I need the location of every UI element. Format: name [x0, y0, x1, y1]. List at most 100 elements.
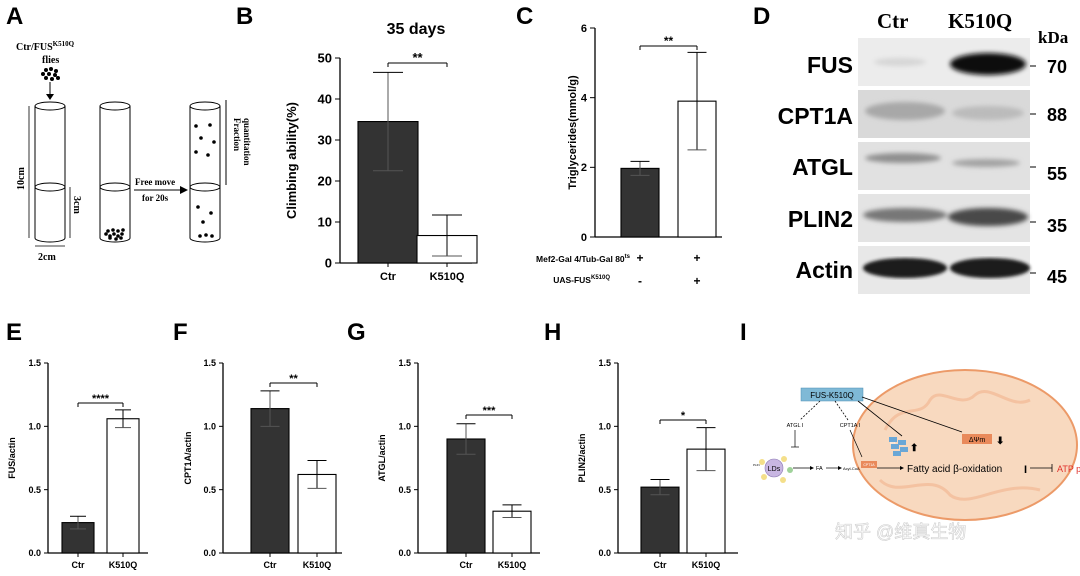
- y-tick-label: 0: [581, 232, 587, 244]
- tube-3: [189, 101, 221, 243]
- category-label: Ctr: [460, 560, 473, 570]
- y-tick-label: 1.5: [203, 358, 216, 368]
- y-tick-label: 0.0: [203, 548, 216, 558]
- significance-label: ****: [92, 393, 110, 405]
- genotype-row-1-label: Mef2-Gal 4/Tub-Gal 80ts: [536, 254, 631, 264]
- blot-kda-header: kDa: [1038, 28, 1069, 47]
- genotype-row-1-value: +: [636, 251, 643, 265]
- fraction-label-2: quantitation: [242, 118, 252, 166]
- tube-2: [99, 101, 131, 243]
- bar-k510q: [106, 418, 140, 554]
- fus-k510q-box: [800, 387, 864, 402]
- panel-letter-e: E: [6, 319, 22, 346]
- panel-a-schematic: Ctr/FUSK510Q flies 10cm 3cm 2cm: [16, 40, 252, 263]
- lipid-droplet-icon: [764, 458, 784, 478]
- ros-label: ROS: [890, 442, 896, 445]
- ros-up-icon: ⬆: [910, 443, 918, 454]
- atgl-label: ATGL I: [787, 423, 804, 429]
- blot-kda-cpt1a: 88: [1047, 105, 1067, 125]
- category-label: Ctr: [264, 560, 277, 570]
- bar-k510q: [492, 510, 532, 554]
- panel-letter-f: F: [173, 319, 188, 346]
- y-tick-label: 20: [318, 174, 332, 189]
- acylcoa-label: Acyl-CoA: [843, 466, 860, 471]
- tube-1: [34, 101, 66, 243]
- y-tick-label: 0: [325, 256, 332, 271]
- category-label: K510Q: [498, 560, 527, 570]
- significance-label: **: [289, 373, 298, 385]
- y-axis-label: Triglycerides(mmol/g): [567, 75, 579, 190]
- mitochondrion-shape: [852, 369, 1078, 521]
- panel-letter-i: I: [740, 319, 747, 346]
- band-actin-ctr: [863, 258, 947, 278]
- category-label: Ctr: [72, 560, 85, 570]
- blot-row-plin2: PLIN2: [788, 206, 853, 232]
- panel-letter-a: A: [6, 3, 23, 30]
- chart-c-triglycerides: 0 2 4 6 ** Triglycerides(mmol/g) Mef2-Gal 4/Tu…: [536, 23, 722, 288]
- y-tick-label: 4: [581, 93, 588, 105]
- band-cpt1a-ctr: [865, 102, 945, 120]
- category-label: K510Q: [109, 560, 138, 570]
- bar-ctr: [620, 167, 660, 238]
- y-tick-label: 1.0: [203, 421, 216, 431]
- panel-letter-g: G: [347, 319, 366, 346]
- bar-ctr: [446, 438, 486, 554]
- mark-label: 3cm: [71, 196, 82, 214]
- panel-letter-d: D: [753, 3, 770, 30]
- y-tick-label: 1.0: [598, 421, 611, 431]
- panel-letter-h: H: [544, 319, 561, 346]
- cpt1a-label: CPT1A I: [840, 423, 861, 429]
- panel-letter-c: C: [516, 3, 533, 30]
- band-atgl-ctr: [865, 153, 941, 163]
- atp-production-label: ATP production: [1057, 464, 1080, 474]
- category-label: Ctr: [654, 560, 667, 570]
- blot-kda-fus: 70: [1047, 57, 1067, 77]
- move-label-2: for 20s: [142, 193, 169, 203]
- significance-label: *: [681, 410, 686, 422]
- genotype-row-2-label: UAS-FUSK510Q: [553, 275, 610, 285]
- band-plin2-k510q: [948, 208, 1028, 226]
- genotype-row-2-value: -: [638, 274, 642, 288]
- height-label: 10cm: [16, 167, 27, 190]
- chart-g-atgl: 0.0 0.5 1.0 1.5 Ctr K510Q *** ATGL/actin: [377, 358, 540, 570]
- y-tick-label: 50: [318, 51, 332, 66]
- fa-label: FA: [816, 466, 823, 472]
- y-tick-label: 0.0: [398, 548, 411, 558]
- blot-row-actin: Actin: [796, 257, 854, 283]
- blot-row-atgl: ATGL: [792, 154, 853, 180]
- beta-oxidation-label: Fatty acid β-oxidation: [907, 464, 1002, 475]
- y-tick-label: 0.5: [28, 485, 41, 495]
- significance-label: **: [664, 34, 674, 48]
- beta-ox-down-icon: I: [1024, 464, 1027, 476]
- y-tick-label: 1.5: [398, 358, 411, 368]
- band-plin2-ctr: [863, 208, 947, 222]
- blot-col-k510q: K510Q: [948, 9, 1012, 33]
- genotype-row-1-value: +: [693, 251, 700, 265]
- cpt1a-transporter-icon: [861, 461, 877, 468]
- significance-label: ***: [483, 405, 497, 417]
- chart-b-climbing: 0 10 20 30 40 50 Ctr K510Q ** Climbing ability(%)…: [284, 21, 478, 283]
- y-tick-label: 30: [318, 133, 332, 148]
- y-tick-label: 1.5: [598, 358, 611, 368]
- y-tick-label: 1.0: [398, 421, 411, 431]
- panel-d-western-blot: Ctr K510Q kDa FUS CPT1A ATGL P: [778, 9, 1069, 294]
- band-cpt1a-k510q: [952, 106, 1024, 120]
- category-label: Ctr: [380, 271, 397, 283]
- ros-cluster-icon: [889, 437, 908, 456]
- y-axis-label: Climbing ability(%): [284, 102, 299, 219]
- flies-label-line2: flies: [42, 55, 59, 66]
- y-axis-label: ATGL/actin: [377, 434, 387, 481]
- membrane-potential-label: ΔΨm: [969, 437, 986, 444]
- plin-label: PLIN: [753, 463, 760, 467]
- y-tick-label: 1.0: [28, 421, 41, 431]
- chart-f-cpt1a: 0.0 0.5 1.0 1.5 Ctr K510Q ** CPT1A/actin: [183, 358, 342, 570]
- category-label: K510Q: [692, 560, 721, 570]
- bar-ctr: [250, 408, 290, 554]
- y-tick-label: 0.0: [28, 548, 41, 558]
- flies-cluster-icon: [41, 67, 60, 81]
- y-tick-label: 0.0: [598, 548, 611, 558]
- fraction-label: Fraction: [232, 118, 242, 151]
- y-axis-label: PLIN2/actin: [577, 433, 587, 482]
- band-atgl-k510q: [952, 159, 1020, 167]
- blot-kda-actin: 45: [1047, 267, 1067, 287]
